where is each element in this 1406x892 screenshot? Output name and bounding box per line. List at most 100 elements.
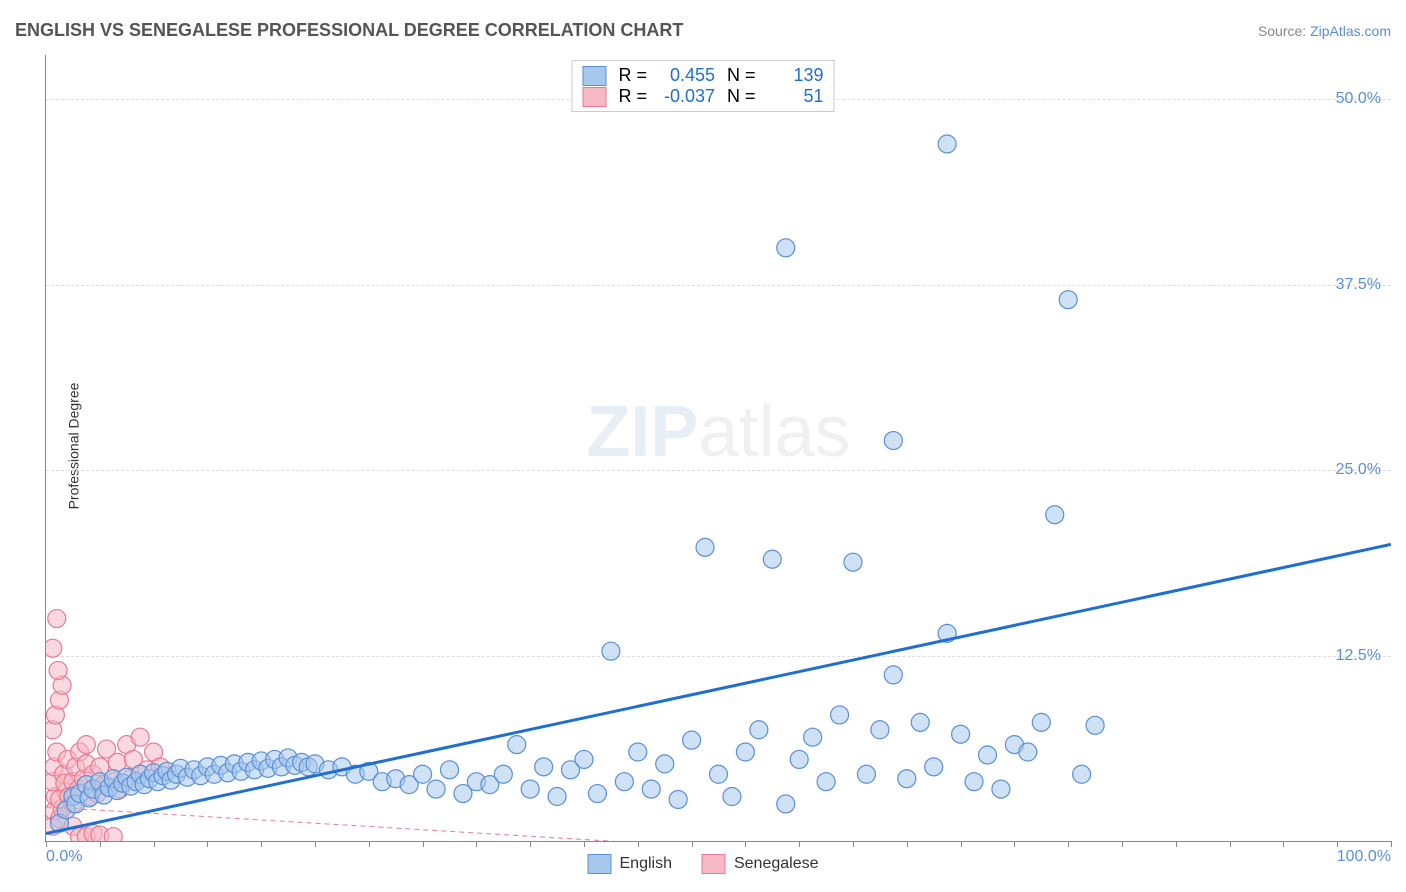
legend-item-senegalese: Senegalese — [702, 854, 819, 874]
point-english — [602, 642, 620, 660]
swatch-english — [588, 854, 612, 874]
swatch-senegalese — [702, 854, 726, 874]
point-senegalese — [48, 610, 66, 628]
xtick — [745, 841, 746, 847]
r-label: R = — [618, 65, 647, 86]
r-value-senegalese: -0.037 — [659, 86, 715, 107]
xtick-label: 0.0% — [46, 848, 82, 866]
point-english — [884, 666, 902, 684]
xtick — [1122, 841, 1123, 847]
point-english — [790, 750, 808, 768]
xtick — [476, 841, 477, 847]
xtick — [907, 841, 908, 847]
point-english — [736, 743, 754, 761]
xtick — [154, 841, 155, 847]
source-prefix: Source: — [1258, 23, 1310, 39]
xtick — [1176, 841, 1177, 847]
xtick — [207, 841, 208, 847]
point-english — [1046, 506, 1064, 524]
point-senegalese — [104, 828, 122, 841]
point-english — [615, 773, 633, 791]
point-english — [831, 706, 849, 724]
point-english — [494, 765, 512, 783]
point-english — [427, 780, 445, 798]
point-senegalese — [49, 661, 67, 679]
point-english — [723, 788, 741, 806]
point-english — [979, 746, 997, 764]
point-english — [844, 553, 862, 571]
point-english — [992, 780, 1010, 798]
n-value-senegalese: 51 — [768, 86, 824, 107]
point-english — [925, 758, 943, 776]
xtick-label: 100.0% — [1337, 848, 1391, 866]
xtick — [1014, 841, 1015, 847]
n-label: N = — [727, 86, 756, 107]
point-english — [588, 785, 606, 803]
correlation-legend: R = 0.455 N = 139 R = -0.037 N = 51 — [571, 60, 834, 112]
point-english — [965, 773, 983, 791]
point-english — [952, 725, 970, 743]
xtick — [584, 841, 585, 847]
point-english — [696, 538, 714, 556]
point-english — [521, 780, 539, 798]
point-english — [508, 736, 526, 754]
point-english — [669, 790, 687, 808]
source-link[interactable]: ZipAtlas.com — [1310, 23, 1391, 39]
xtick — [692, 841, 693, 847]
point-senegalese — [77, 736, 95, 754]
point-english — [683, 731, 701, 749]
point-english — [817, 773, 835, 791]
legend-label-english: English — [620, 855, 672, 873]
point-english — [441, 761, 459, 779]
point-english — [911, 713, 929, 731]
swatch-english — [582, 66, 606, 86]
point-english — [938, 135, 956, 153]
xtick — [853, 841, 854, 847]
n-value-english: 139 — [768, 65, 824, 86]
xtick — [369, 841, 370, 847]
xtick — [961, 841, 962, 847]
source-attribution: Source: ZipAtlas.com — [1258, 23, 1391, 39]
xtick — [799, 841, 800, 847]
point-english — [575, 750, 593, 768]
xtick — [530, 841, 531, 847]
point-english — [710, 765, 728, 783]
chart-plot-area: ZIPatlas 12.5%25.0%37.5%50.0%0.0%100.0% — [45, 55, 1391, 842]
point-english — [1086, 716, 1104, 734]
r-label: R = — [618, 86, 647, 107]
scatter-svg — [46, 55, 1391, 841]
point-english — [884, 432, 902, 450]
xtick — [638, 841, 639, 847]
xtick — [1337, 841, 1338, 847]
r-value-english: 0.455 — [659, 65, 715, 86]
point-english — [1019, 743, 1037, 761]
legend-label-senegalese: Senegalese — [734, 855, 819, 873]
xtick — [100, 841, 101, 847]
swatch-senegalese — [582, 87, 606, 107]
xtick — [1230, 841, 1231, 847]
xtick — [46, 841, 47, 847]
xtick — [315, 841, 316, 847]
correlation-row-senegalese: R = -0.037 N = 51 — [582, 86, 823, 107]
point-english — [777, 795, 795, 813]
point-english — [777, 239, 795, 257]
series-legend: English Senegalese — [588, 854, 819, 874]
point-senegalese — [46, 639, 62, 657]
point-english — [656, 755, 674, 773]
point-english — [1059, 291, 1077, 309]
trendline-senegalese — [46, 807, 1391, 841]
point-english — [763, 550, 781, 568]
legend-item-english: English — [588, 854, 672, 874]
xtick — [261, 841, 262, 847]
point-english — [804, 728, 822, 746]
point-english — [871, 721, 889, 739]
point-english — [1073, 765, 1091, 783]
point-english — [548, 788, 566, 806]
point-english — [857, 765, 875, 783]
n-label: N = — [727, 65, 756, 86]
correlation-row-english: R = 0.455 N = 139 — [582, 65, 823, 86]
xtick — [1068, 841, 1069, 847]
xtick — [1391, 841, 1392, 847]
point-english — [750, 721, 768, 739]
point-senegalese — [131, 728, 149, 746]
